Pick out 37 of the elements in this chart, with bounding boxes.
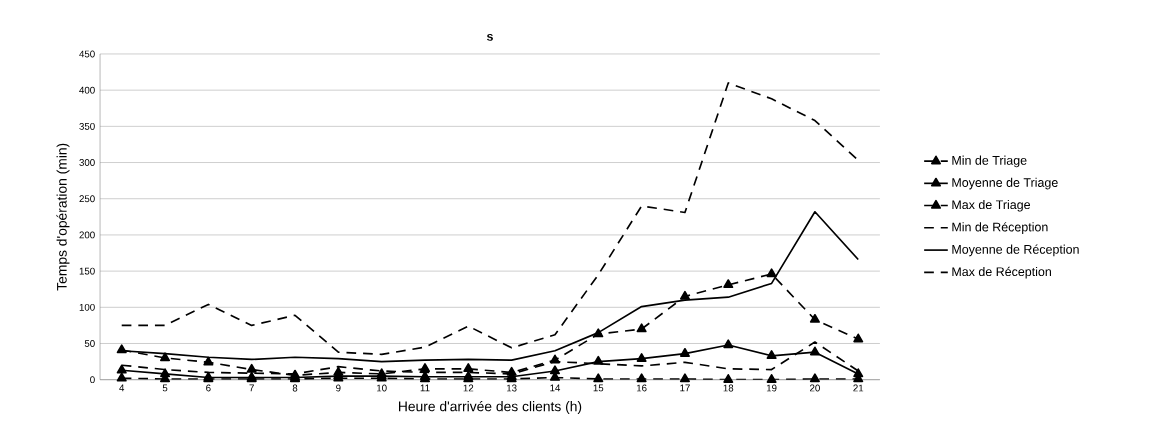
- x-tick-label: 12: [463, 384, 474, 392]
- x-tick-label: 19: [766, 384, 777, 392]
- legend-label: Moyenne de Triage: [952, 177, 1058, 190]
- y-tick-label: 100: [79, 303, 95, 311]
- x-tick-label: 6: [206, 384, 211, 392]
- legend-label: Max de Réception: [952, 266, 1051, 279]
- y-tick-label: 400: [79, 86, 95, 94]
- x-tick-label: 13: [506, 384, 517, 392]
- x-tick-label: 14: [550, 384, 561, 392]
- legend-label: Moyenne de Réception: [952, 244, 1079, 257]
- x-tick-label: 11: [420, 384, 430, 392]
- x-tick-label: 16: [636, 384, 647, 392]
- chart-title: s: [486, 34, 493, 41]
- y-tick-label: 450: [79, 50, 95, 58]
- x-tick-label: 10: [377, 384, 387, 392]
- x-tick-label: 21: [853, 384, 864, 392]
- x-tick-label: 4: [119, 384, 125, 392]
- y-tick-label: 50: [84, 340, 95, 347]
- x-tick-label: 8: [292, 384, 298, 392]
- y-tick-label: 150: [79, 267, 95, 275]
- x-tick-label: 18: [723, 384, 734, 392]
- y-tick-label: 350: [79, 122, 95, 130]
- x-tick-label: 7: [249, 384, 254, 392]
- legend-label: Min de Triage: [952, 155, 1027, 168]
- y-tick-label: 300: [79, 159, 95, 167]
- legend-label: Min de Réception: [952, 222, 1048, 234]
- x-tick-label: 9: [336, 384, 341, 392]
- legend-label: Max de Triage: [952, 200, 1031, 212]
- x-tick-label: 20: [810, 384, 820, 392]
- x-tick-label: 15: [593, 384, 604, 392]
- y-tick-label: 0: [90, 376, 95, 384]
- x-tick-label: 5: [162, 384, 168, 392]
- y-tick-label: 250: [79, 195, 95, 203]
- y-axis-title: Temps d'opération (min): [56, 143, 70, 291]
- y-tick-label: 200: [79, 231, 95, 239]
- x-axis-title: Heure d'arrivée des clients (h): [399, 401, 582, 415]
- x-tick-label: 17: [680, 384, 690, 392]
